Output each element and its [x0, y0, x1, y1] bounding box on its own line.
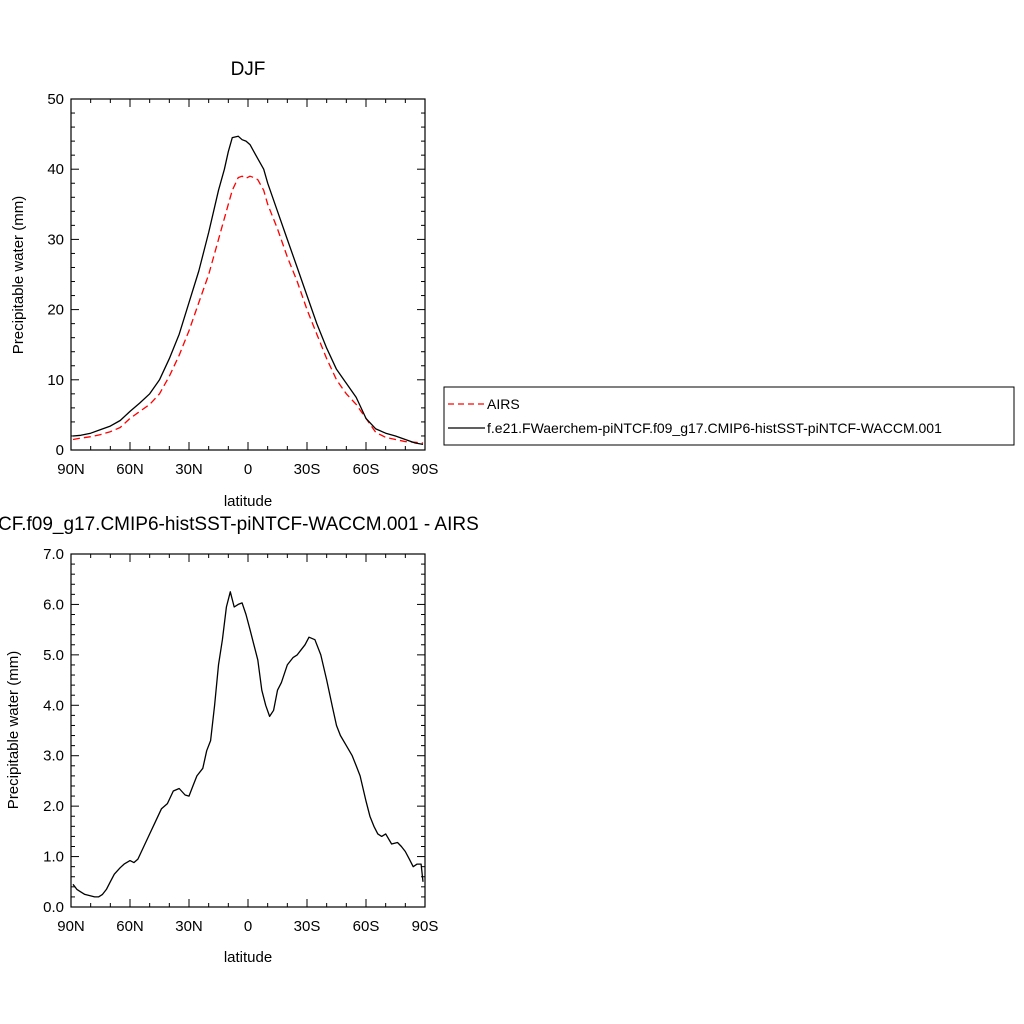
top-xtick-label: 30S [294, 461, 321, 478]
bottom-chart-ylabel: Precipitable water (mm) [5, 651, 22, 809]
bottom-series-difference [72, 591, 424, 898]
bottom-ytick-label: 1.0 [43, 849, 64, 866]
bottom-chart-frame [70, 553, 426, 908]
legend: AIRS f.e21.FWaerchem-piNTCF.f09_g17.CMIP… [443, 386, 1015, 446]
legend-model-label: f.e21.FWaerchem-piNTCF.f09_g17.CMIP6-his… [487, 420, 942, 436]
bottom-ytick-label: 0.0 [43, 899, 64, 916]
bottom-xtick-label: 60S [353, 918, 380, 935]
bottom-xtick-label: 60N [116, 918, 144, 935]
bottom-xtick-label: 0 [244, 918, 252, 935]
bottom-ytick-label: 5.0 [43, 647, 64, 664]
top-ytick-label: 20 [47, 302, 64, 319]
bottom-ytick-label: 3.0 [43, 748, 64, 765]
top-chart: DJF Precipitable water (mm) latitude 90N… [10, 59, 438, 510]
bottom-chart: f.e21.FWaerchem-piNTCF.f09_g17.CMIP6-his… [0, 514, 479, 966]
top-xtick-label: 90N [57, 461, 85, 478]
top-ytick-label: 50 [47, 91, 64, 108]
top-chart-series [72, 135, 424, 446]
bottom-ytick-label: 2.0 [43, 798, 64, 815]
bottom-ytick-label: 4.0 [43, 697, 64, 714]
bottom-xtick-label: 30N [175, 918, 203, 935]
top-series-airs [72, 175, 424, 444]
top-chart-frame [70, 98, 426, 451]
top-xtick-label: 60N [116, 461, 144, 478]
top-xtick-label: 30N [175, 461, 203, 478]
top-ytick-label: 10 [47, 372, 64, 389]
legend-box [443, 386, 1015, 446]
bottom-chart-ticks [70, 553, 426, 908]
top-chart-ylabel: Precipitable water (mm) [10, 196, 27, 354]
top-xtick-label: 90S [412, 461, 439, 478]
top-chart-xlabel: latitude [224, 493, 272, 510]
legend-airs-label: AIRS [487, 396, 520, 412]
top-series-f-e21-fwaerchem-pintcf-f09-g17-cmip6-histsst-pintcf-waccm-001 [72, 135, 424, 446]
top-chart-tick-labels: 90N 60N 30N 0 30S 60S 90S 0 10 20 30 40 50 [47, 91, 438, 478]
bottom-ytick-label: 7.0 [43, 546, 64, 563]
top-xtick-label: 0 [244, 461, 252, 478]
bottom-chart-series [72, 591, 424, 898]
bottom-chart-xlabel: latitude [224, 949, 272, 966]
top-ytick-label: 0 [56, 442, 64, 459]
bottom-xtick-label: 90N [57, 918, 85, 935]
bottom-xtick-label: 30S [294, 918, 321, 935]
top-ytick-label: 40 [47, 161, 64, 178]
top-ytick-label: 30 [47, 231, 64, 248]
bottom-xtick-label: 90S [412, 918, 439, 935]
top-xtick-label: 60S [353, 461, 380, 478]
bottom-chart-title: f.e21.FWaerchem-piNTCF.f09_g17.CMIP6-his… [0, 514, 479, 535]
bottom-ytick-label: 6.0 [43, 596, 64, 613]
top-chart-title: DJF [231, 59, 266, 80]
bottom-chart-tick-labels: 90N 60N 30N 0 30S 60S 90S 0.0 1.0 2.0 3.0 4.0 5.0 6.0… [43, 546, 438, 935]
top-chart-ticks [70, 98, 426, 451]
